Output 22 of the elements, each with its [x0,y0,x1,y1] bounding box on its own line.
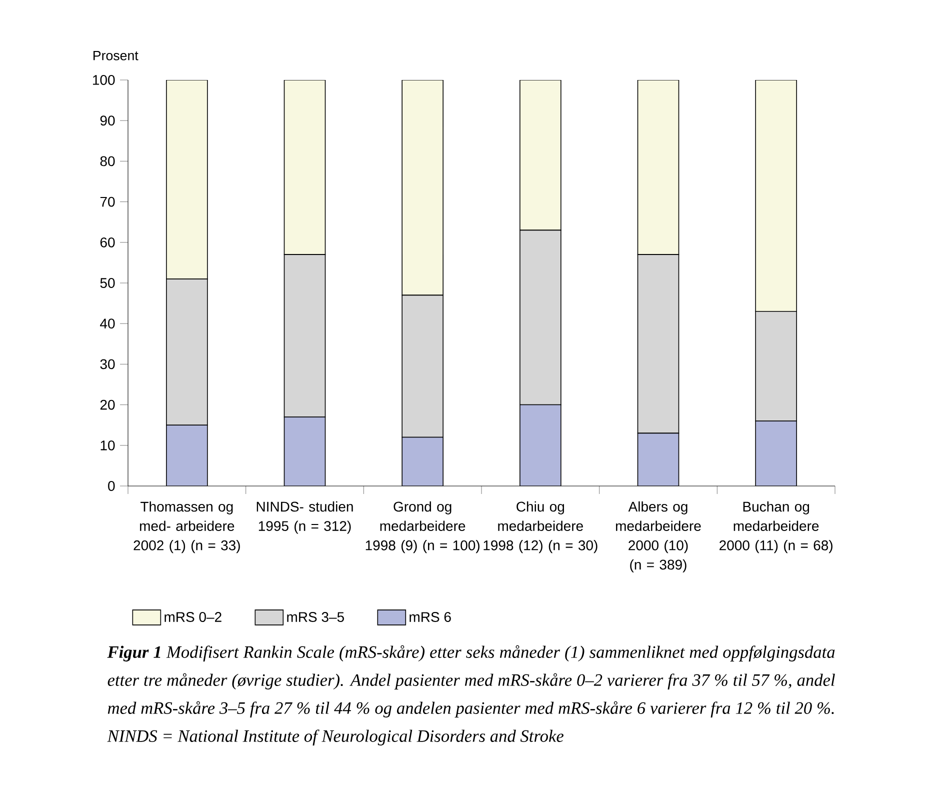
x-tick-label: NINDS- studien 1995 (n = 312) [256,501,353,534]
y-tick-label: 0 [108,481,115,491]
y-tick-label: 40 [100,318,115,329]
legend-label: mRS 6 [410,612,451,622]
legend-label: mRS 3–5 [287,612,344,622]
y-tick-label: 70 [100,196,115,207]
x-tick-label: Grond og medarbeidere 1998 (9) (n = 100) [366,501,480,554]
text: Figur 1 Modifisert Rankin Scale (mRS-skåre) etter seks måneder (1) sammenliknet med oppfølgingsdata etter tre måneder (øvrige studier). Andel pasienter med mRS-skåre 0–2 varierer fra 37 % til 57 %, andel med mRS-skåre 3–5 fra 27 % til 44 % og andelen pasienter med mRS-skåre 6 varierer fra 12 % til 20 %. NINDS = National Institute of Neurological Disorders and Stroke [107,645,835,746]
y-tick-label: 10 [100,440,115,450]
legend-label: mRS 0–2 [164,612,222,622]
y-axis-title: Prosent [94,50,138,60]
x-tick-label: Albers og medarbeidere 2000 (10) (n = 389) [616,501,701,572]
y-tick-label: 80 [100,156,115,166]
y-tick-label: 60 [100,237,115,248]
x-tick-label: Buchan og medarbeidere 2000 (11) (n = 68) [720,501,832,554]
x-tick-label: Chiu og medarbeidere 1998 (12) (n = 30) [484,501,598,554]
y-tick-label: 100 [93,75,115,85]
y-tick-label: 20 [100,400,115,410]
y-tick-label: 90 [100,116,115,126]
x-tick-label: Thomassen og med- arbeidere 2002 (1) (n = 33) [134,501,240,554]
y-tick-label: 30 [100,359,115,370]
y-tick-label: 50 [100,278,115,288]
